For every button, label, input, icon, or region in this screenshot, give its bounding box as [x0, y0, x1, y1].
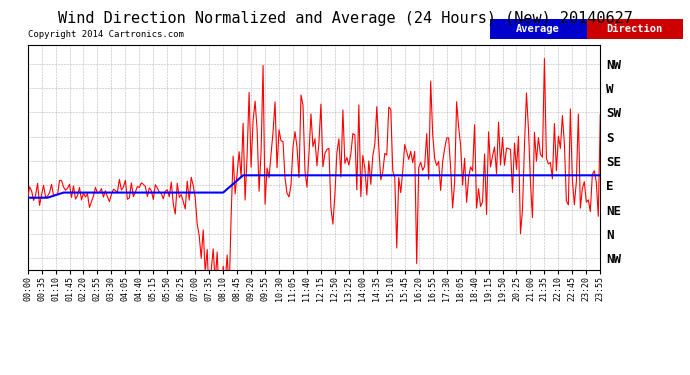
FancyBboxPatch shape — [586, 19, 683, 39]
Text: Wind Direction Normalized and Average (24 Hours) (New) 20140627: Wind Direction Normalized and Average (2… — [57, 11, 633, 26]
FancyBboxPatch shape — [490, 19, 683, 39]
Text: Direction: Direction — [607, 24, 663, 34]
Text: Copyright 2014 Cartronics.com: Copyright 2014 Cartronics.com — [28, 30, 184, 39]
Text: Average: Average — [516, 24, 560, 34]
